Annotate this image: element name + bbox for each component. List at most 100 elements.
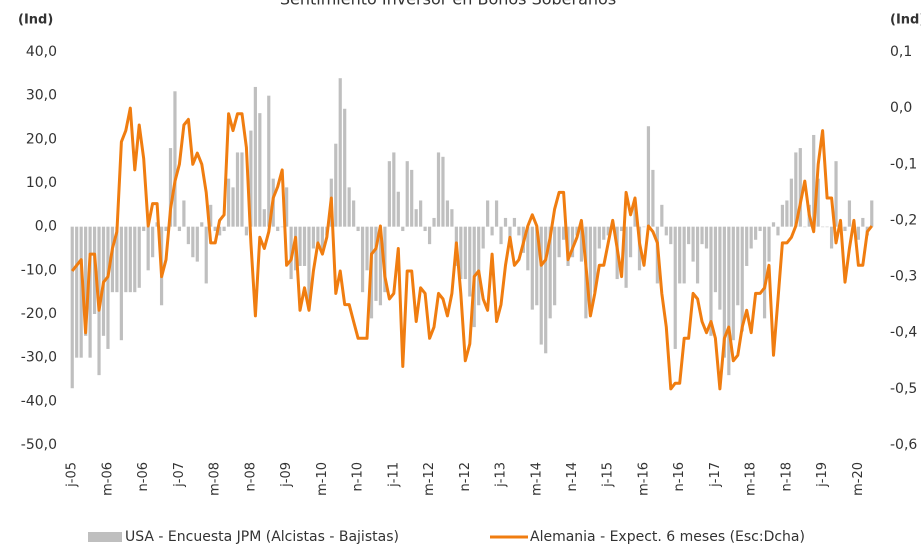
bar xyxy=(745,226,749,266)
bar xyxy=(459,226,463,280)
bar xyxy=(709,226,713,336)
x-tick-label: j-17 xyxy=(708,462,723,488)
bar xyxy=(262,209,266,227)
x-tick-label: j-13 xyxy=(494,462,509,488)
bar xyxy=(731,226,735,341)
bar xyxy=(530,226,534,310)
bar xyxy=(557,226,561,258)
bar xyxy=(713,226,718,293)
bar xyxy=(128,226,132,293)
y2-tick-label: 0,1 xyxy=(890,44,912,60)
bar xyxy=(829,226,834,249)
y-tick-label: 0,0 xyxy=(35,219,57,235)
x-tick-label: m-12 xyxy=(422,462,437,496)
bar xyxy=(137,226,141,288)
bar xyxy=(298,226,302,266)
bar xyxy=(84,226,88,336)
bar xyxy=(200,222,204,227)
bar xyxy=(682,226,686,284)
bar xyxy=(548,226,552,319)
y2-axis-unit: (Ind) xyxy=(890,13,921,28)
bar xyxy=(588,226,592,314)
bar xyxy=(405,161,409,227)
bar xyxy=(374,226,378,301)
bar xyxy=(687,226,691,245)
bar xyxy=(414,209,418,227)
x-tick-label: m-14 xyxy=(529,462,544,496)
bar xyxy=(338,78,342,227)
bar xyxy=(704,226,709,249)
bar xyxy=(646,126,651,227)
y2-tick-label: -0,3 xyxy=(890,269,917,285)
bar xyxy=(503,217,508,227)
y2-tick-label: 0,0 xyxy=(890,100,912,116)
bar xyxy=(213,226,217,232)
x-tick-label: m-16 xyxy=(636,462,651,496)
bar xyxy=(222,226,226,232)
bar xyxy=(651,169,655,227)
bar xyxy=(700,226,704,245)
bar xyxy=(490,226,494,236)
x-tick-label: m-18 xyxy=(744,462,759,496)
bar xyxy=(499,226,503,245)
bar xyxy=(173,91,177,227)
bar xyxy=(727,226,731,376)
bar xyxy=(70,226,74,389)
bar xyxy=(771,222,776,227)
bar xyxy=(311,226,316,249)
y-axis-unit: (Ind) xyxy=(18,13,53,28)
x-tick-label: n-12 xyxy=(458,462,473,491)
chart-title: Sentimiento Inversor en Bonos Soberanos xyxy=(280,0,616,9)
bar xyxy=(486,200,490,227)
x-tick-label: n-18 xyxy=(779,462,794,491)
x-tick-label: n-06 xyxy=(136,462,151,491)
line xyxy=(71,106,873,391)
bar xyxy=(88,226,92,358)
x-tick-label: j-07 xyxy=(172,462,187,488)
bar xyxy=(628,226,633,258)
bar xyxy=(186,226,190,245)
bar xyxy=(812,134,816,227)
bar xyxy=(280,226,284,228)
bar xyxy=(762,226,767,319)
bar xyxy=(789,178,793,227)
bar xyxy=(526,226,530,271)
bar xyxy=(575,226,579,236)
bar xyxy=(177,226,182,232)
bar xyxy=(597,226,601,249)
bar xyxy=(195,226,199,262)
bar xyxy=(79,226,83,358)
bar xyxy=(365,226,369,271)
bar xyxy=(258,113,262,227)
y2-tick-label: -0,2 xyxy=(890,212,917,228)
bar xyxy=(124,226,128,293)
bar xyxy=(133,226,137,293)
bar xyxy=(316,226,320,249)
x-tick-label: j-19 xyxy=(815,462,830,488)
bar xyxy=(334,143,338,227)
bar xyxy=(191,226,195,258)
bar xyxy=(209,204,213,227)
bar xyxy=(553,226,557,306)
bar xyxy=(226,178,231,227)
bar xyxy=(445,200,450,227)
legend-swatch xyxy=(88,532,122,542)
bar xyxy=(660,204,664,227)
bar xyxy=(695,226,700,284)
bar xyxy=(164,226,168,232)
bar xyxy=(168,148,173,227)
x-tick-label: j-11 xyxy=(386,462,401,488)
bar xyxy=(481,226,485,249)
bar xyxy=(517,226,521,236)
bar xyxy=(861,217,865,227)
y-tick-label: 20,0 xyxy=(26,131,57,147)
x-tick-label: n-14 xyxy=(565,462,580,491)
bar xyxy=(606,226,610,236)
bar xyxy=(401,226,405,232)
bar xyxy=(847,200,852,227)
x-tick-label: m-10 xyxy=(315,462,330,496)
bar xyxy=(142,226,146,232)
bar xyxy=(436,152,441,227)
bar xyxy=(642,226,646,228)
